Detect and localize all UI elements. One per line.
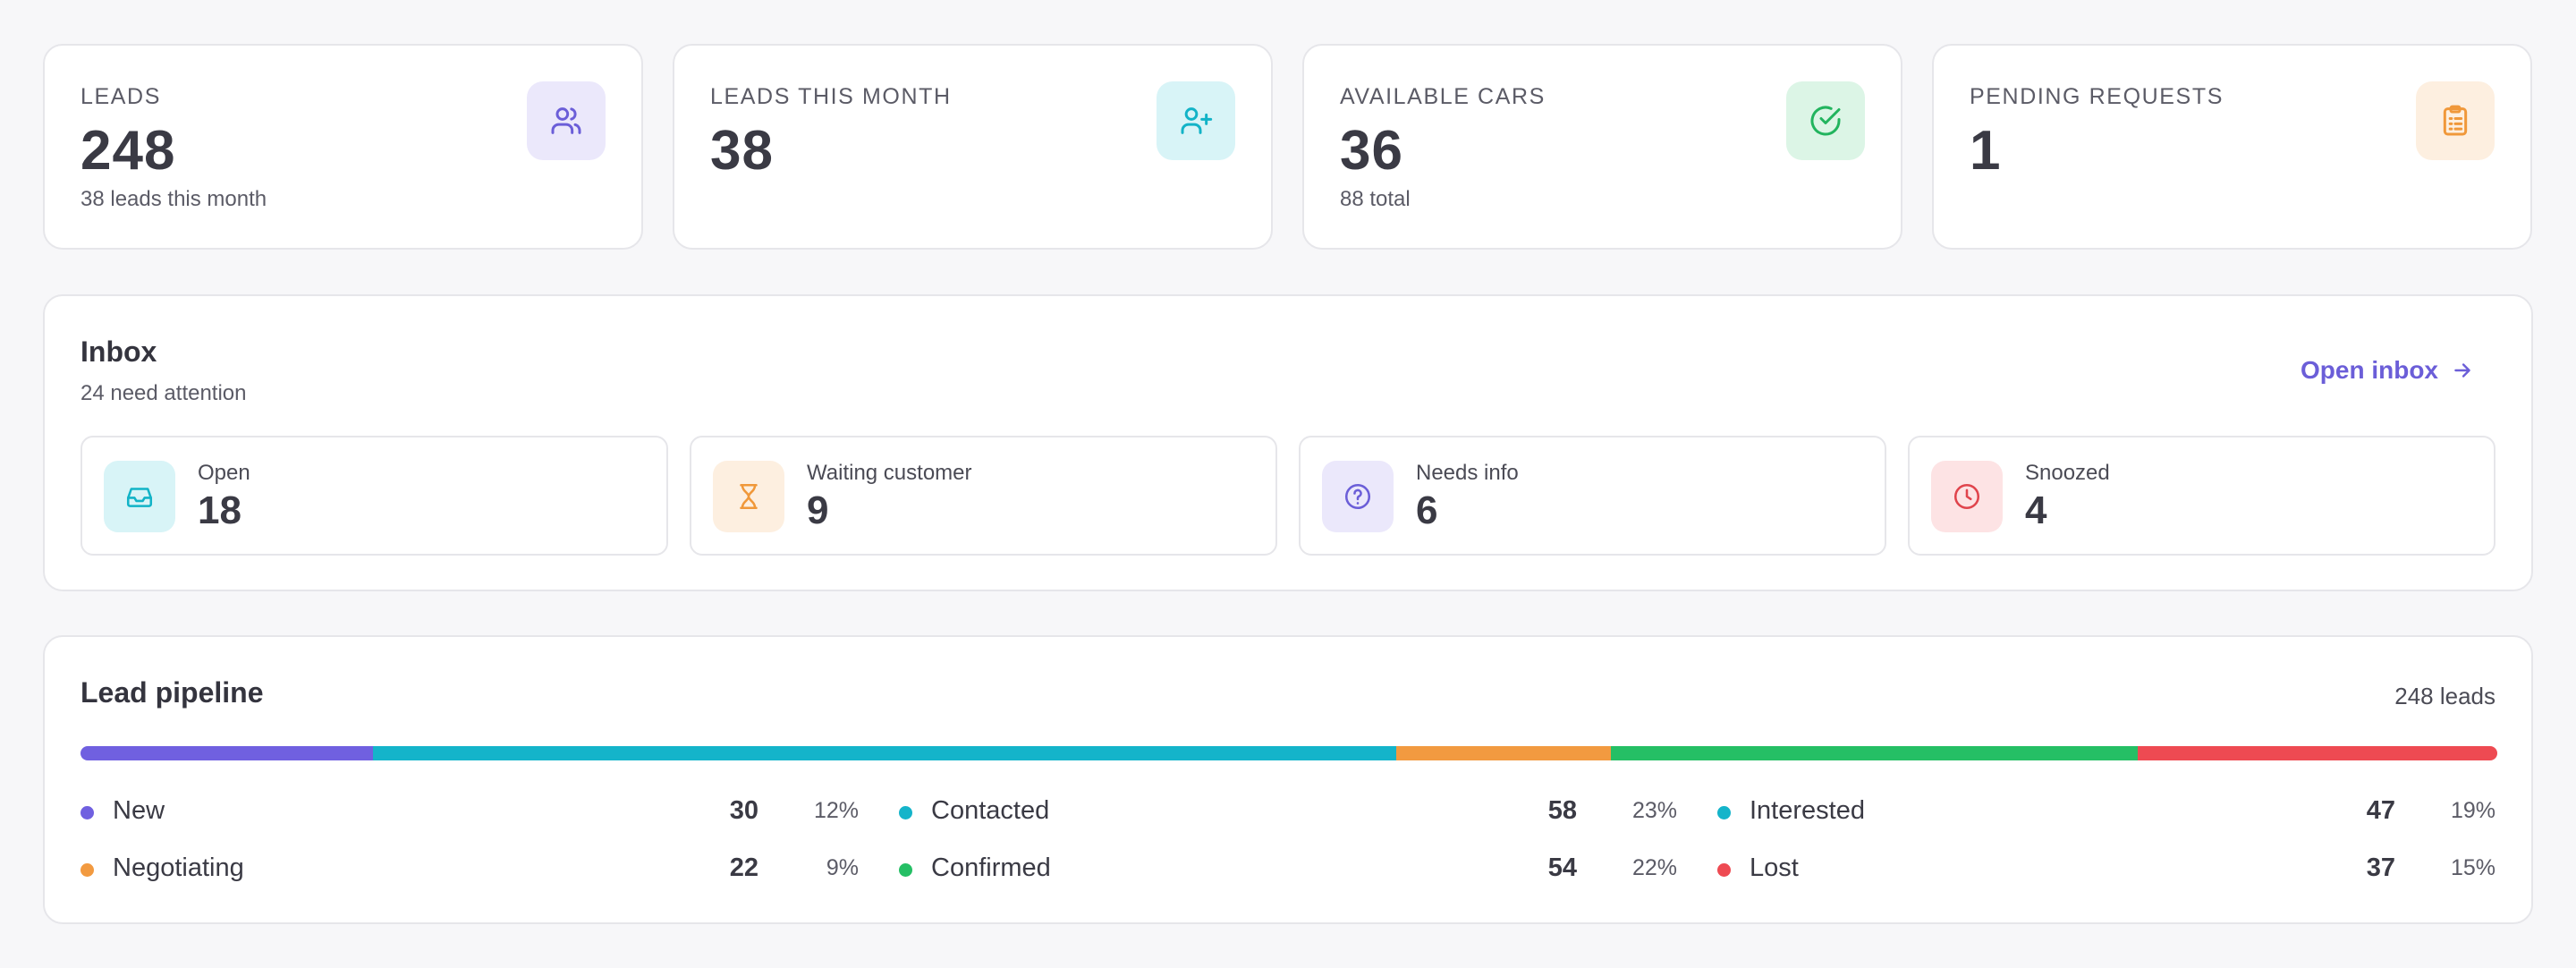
question-circle-icon — [1344, 483, 1371, 510]
inbox-subtitle: 24 need attention — [80, 381, 247, 405]
clipboard-icon — [2443, 105, 2468, 136]
tile-icon-badge — [104, 461, 175, 532]
legend-name: Interested — [1750, 796, 1865, 825]
tile-value: 6 — [1416, 488, 1438, 532]
legend-percent: 15% — [2450, 855, 2496, 880]
legend-name: New — [113, 796, 165, 825]
open-inbox-link[interactable]: Open inbox — [2301, 356, 2474, 385]
stat-value: 38 — [710, 120, 774, 182]
legend-item-negotiating: Negotiating 22 9% — [80, 852, 859, 887]
legend-dot — [899, 806, 912, 819]
pipeline-segment-contacted — [372, 746, 1397, 760]
legend-name: Confirmed — [931, 853, 1051, 882]
pipeline-total: 248 leads — [2394, 683, 2496, 709]
arrow-right-icon — [2454, 363, 2470, 378]
legend-item-contacted: Contacted 58 23% — [899, 794, 1677, 830]
tile-label: Needs info — [1416, 461, 1519, 485]
tile-value: 4 — [2025, 488, 2047, 532]
inbox-tray-icon — [126, 488, 153, 507]
stat-label: AVAILABLE CARS — [1340, 84, 1546, 109]
lead-pipeline-card: Lead pipeline 248 leads New 30 12% Contacte… — [43, 635, 2533, 924]
tile-label: Snoozed — [2025, 461, 2110, 485]
stat-card: AVAILABLE CARS 36 88 total — [1302, 44, 1902, 250]
legend-name: Lost — [1750, 853, 1799, 882]
tile-label: Open — [198, 461, 250, 485]
legend-count: 22 — [729, 853, 758, 882]
legend-percent: 22% — [1631, 855, 1677, 880]
stat-subtext: 88 total — [1340, 187, 1411, 211]
legend-count: 30 — [729, 796, 758, 825]
hourglass-icon — [740, 483, 758, 510]
stat-value: 1 — [1970, 120, 2002, 182]
legend-item-confirmed: Confirmed 54 22% — [899, 852, 1677, 887]
pipeline-segment-lost — [2137, 746, 2497, 760]
stat-value: 248 — [80, 120, 176, 182]
inbox-tile[interactable]: Needs info 6 — [1299, 436, 1886, 556]
inbox-tile[interactable]: Waiting customer 9 — [690, 436, 1277, 556]
users-icon — [551, 107, 581, 134]
legend-dot — [80, 863, 94, 877]
check-circle-icon — [1810, 106, 1841, 136]
legend-name: Contacted — [931, 796, 1050, 825]
inbox-tile[interactable]: Snoozed 4 — [1908, 436, 2496, 556]
pipeline-segment-confirmed — [1611, 746, 2138, 760]
inbox-title: Inbox — [80, 335, 157, 368]
stat-icon-badge — [527, 81, 606, 160]
legend-percent: 9% — [826, 855, 859, 880]
legend-count: 37 — [2366, 853, 2395, 882]
inbox-card: Inbox 24 need attention Open inbox Open 1… — [43, 294, 2533, 591]
stat-value: 36 — [1340, 120, 1403, 182]
pipeline-progress-bar — [80, 746, 2497, 760]
tile-value: 18 — [198, 488, 242, 532]
legend-dot — [80, 806, 94, 819]
legend-dot — [1717, 806, 1731, 819]
stat-label: LEADS — [80, 84, 161, 109]
legend-percent: 12% — [813, 798, 859, 823]
pipeline-segment-negotiating — [1396, 746, 1612, 760]
inbox-tile[interactable]: Open 18 — [80, 436, 668, 556]
tile-label: Waiting customer — [807, 461, 972, 485]
tile-icon-badge — [1322, 461, 1394, 532]
pipeline-segment-new — [80, 746, 373, 760]
open-inbox-label: Open inbox — [2301, 356, 2438, 384]
legend-count: 47 — [2366, 796, 2395, 825]
stat-card: PENDING REQUESTS 1 — [1932, 44, 2532, 250]
legend-count: 58 — [1547, 796, 1577, 825]
stat-label: PENDING REQUESTS — [1970, 84, 2224, 109]
stat-label: LEADS THIS MONTH — [710, 84, 952, 109]
stat-card: LEADS THIS MONTH 38 — [673, 44, 1273, 250]
stat-icon-badge — [1157, 81, 1235, 160]
pipeline-title: Lead pipeline — [80, 676, 264, 709]
legend-name: Negotiating — [113, 853, 244, 882]
stat-subtext: 38 leads this month — [80, 187, 267, 211]
stat-card: LEADS 248 38 leads this month — [43, 44, 643, 250]
legend-count: 54 — [1547, 853, 1577, 882]
stat-icon-badge — [2416, 81, 2495, 160]
stat-icon-badge — [1786, 81, 1865, 160]
legend-dot — [899, 863, 912, 877]
tile-value: 9 — [807, 488, 829, 532]
legend-item-interested: Interested 47 19% — [1717, 794, 2496, 830]
legend-item-lost: Lost 37 15% — [1717, 852, 2496, 887]
legend-dot — [1717, 863, 1731, 877]
legend-item-new: New 30 12% — [80, 794, 859, 830]
tile-icon-badge — [713, 461, 784, 532]
clock-icon — [1953, 483, 1980, 510]
user-plus-icon — [1181, 107, 1213, 134]
tile-icon-badge — [1931, 461, 2003, 532]
legend-percent: 23% — [1631, 798, 1677, 823]
legend-percent: 19% — [2450, 798, 2496, 823]
